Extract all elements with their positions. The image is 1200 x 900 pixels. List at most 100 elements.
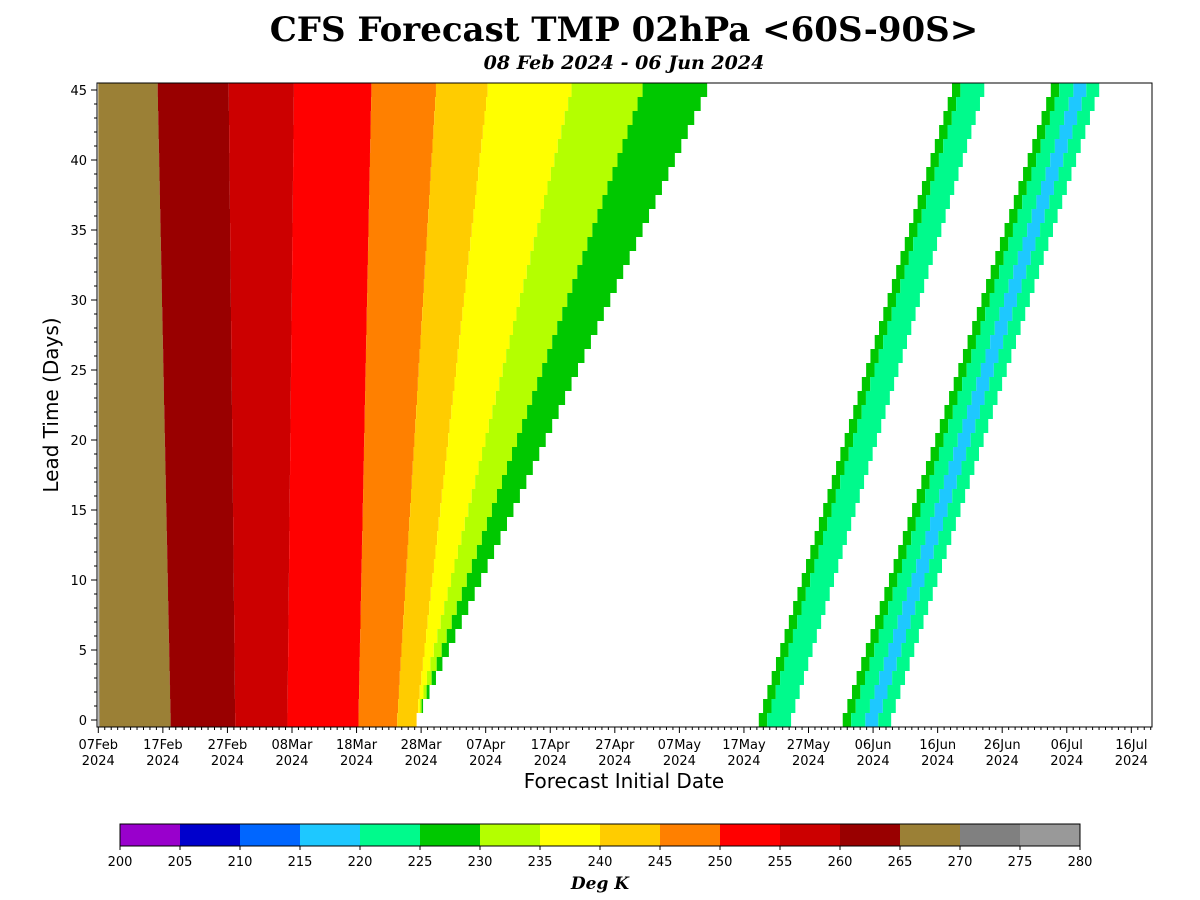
- heat-cell: [451, 573, 467, 587]
- heat-cell: [913, 237, 938, 251]
- heat-cell: [994, 321, 1008, 335]
- heat-cell: [898, 545, 907, 559]
- heat-cell: [1063, 153, 1077, 167]
- heat-cell: [856, 671, 865, 685]
- colorbar-swatch: [960, 824, 1020, 846]
- heat-cell: [446, 447, 483, 461]
- heat-cell: [866, 363, 875, 377]
- heat-cell: [607, 181, 662, 195]
- heat-cell: [287, 713, 359, 727]
- heat-cell: [998, 349, 1012, 363]
- heat-cell: [840, 475, 865, 489]
- heat-cell: [160, 223, 231, 237]
- heat-cell: [827, 489, 836, 503]
- heat-cell: [926, 167, 935, 181]
- heat-cell: [908, 251, 933, 265]
- heat-cell: [437, 531, 462, 545]
- heat-cell: [98, 503, 100, 517]
- heat-cell: [622, 139, 682, 153]
- heat-cell: [416, 405, 452, 419]
- heat-cell: [499, 377, 538, 391]
- heat-cell: [233, 587, 289, 601]
- heat-cell: [554, 153, 618, 167]
- heat-cell: [365, 377, 418, 391]
- heat-cell: [976, 307, 986, 321]
- x-tick-year: 2024: [340, 754, 373, 769]
- x-tick-label: 27Apr: [595, 738, 635, 753]
- colorbar-swatch: [300, 824, 360, 846]
- heat-cell: [289, 489, 364, 503]
- heat-cell: [420, 335, 460, 349]
- x-tick-year: 2024: [598, 754, 631, 769]
- heat-cell: [99, 629, 169, 643]
- heat-cell: [169, 671, 235, 685]
- heat-cell: [370, 111, 435, 125]
- heat-cell: [98, 237, 161, 251]
- heat-cell: [939, 125, 948, 139]
- heat-cell: [913, 209, 922, 223]
- heat-cell: [368, 237, 427, 251]
- heat-cell: [1054, 97, 1069, 111]
- colorbar-tick-label: 280: [1068, 855, 1093, 870]
- colorbar-tick-label: 225: [408, 855, 433, 870]
- heat-cell: [369, 181, 430, 195]
- heat-cell: [462, 307, 517, 321]
- heat-cell: [544, 195, 603, 209]
- heat-cell: [433, 125, 483, 139]
- heat-cell: [461, 531, 482, 545]
- heat-cell: [979, 405, 993, 419]
- heat-cell: [98, 657, 100, 671]
- heat-cell: [99, 433, 165, 447]
- heat-cell: [788, 615, 798, 629]
- heat-cell: [861, 657, 870, 671]
- heat-cell: [293, 153, 370, 167]
- heat-cell: [423, 685, 427, 699]
- heat-cell: [231, 349, 292, 363]
- heat-cell: [953, 377, 963, 391]
- heat-cell: [847, 699, 856, 713]
- heat-cell: [942, 517, 956, 531]
- colorbar: 200 205 210 215 220 225 230 235 240 245 250 255 260 2…: [108, 823, 1093, 870]
- heat-cell: [228, 83, 294, 97]
- heat-cell: [1023, 167, 1032, 181]
- heat-cell: [158, 125, 230, 139]
- heat-cell: [893, 629, 906, 643]
- heat-cell: [491, 503, 514, 517]
- heat-cell: [1046, 97, 1055, 111]
- x-tick-label: 17May: [722, 738, 766, 753]
- heat-cell: [502, 363, 543, 377]
- heat-cell: [934, 461, 949, 475]
- heat-cell: [290, 419, 365, 433]
- heat-cell: [482, 125, 562, 139]
- heat-cell: [1026, 265, 1040, 279]
- colorbar-swatch: [240, 824, 300, 846]
- heat-cell: [887, 685, 901, 699]
- heat-cell: [290, 377, 366, 391]
- heat-cell: [1040, 139, 1055, 153]
- heat-cell: [925, 461, 935, 475]
- colorbar-tick-label: 235: [528, 855, 553, 870]
- heat-cell: [960, 83, 985, 97]
- heat-cell: [230, 209, 293, 223]
- heat-cell: [967, 335, 976, 349]
- heat-cell: [1012, 307, 1026, 321]
- heat-cell: [407, 545, 436, 559]
- heat-cell: [234, 643, 289, 657]
- x-tick-label: 07Apr: [466, 738, 506, 753]
- heat-cell: [421, 699, 424, 713]
- heat-cell: [906, 545, 921, 559]
- heat-cell: [842, 713, 852, 727]
- heat-cell: [292, 209, 369, 223]
- heat-cell: [459, 335, 510, 349]
- heat-cell: [457, 545, 477, 559]
- heat-cell: [162, 307, 232, 321]
- heat-cell: [488, 419, 523, 433]
- heat-cell: [874, 335, 884, 349]
- heat-cell: [1050, 83, 1060, 97]
- heat-cell: [289, 545, 362, 559]
- heat-cell: [364, 433, 415, 447]
- heat-cell: [427, 615, 441, 629]
- heat-cell: [162, 321, 232, 335]
- heat-cell: [419, 349, 458, 363]
- heat-cell: [367, 251, 426, 265]
